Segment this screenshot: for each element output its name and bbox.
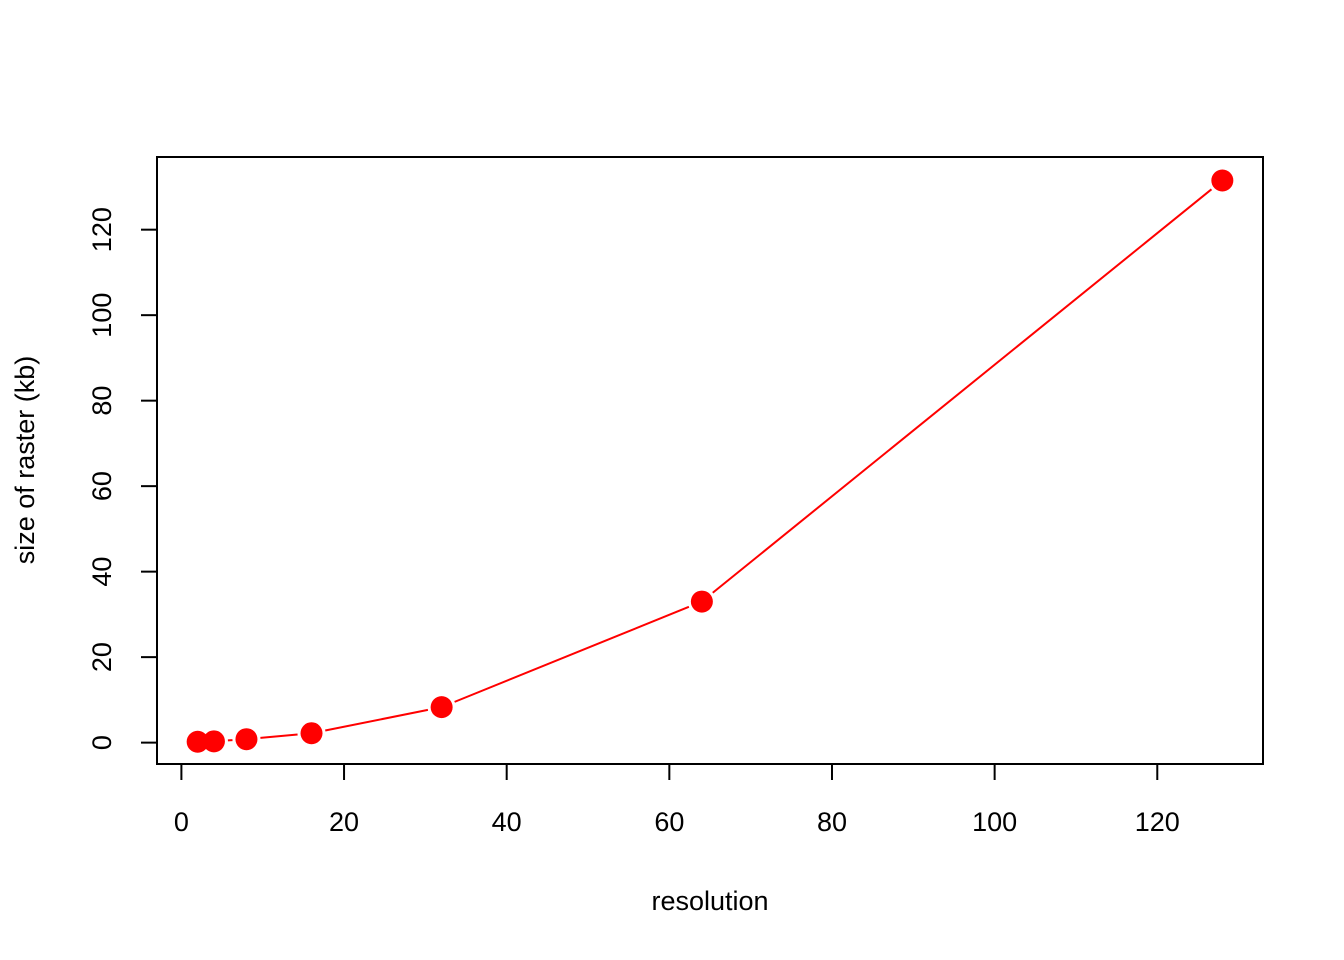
y-axis: 0 20 40 60 80 100 120 <box>87 207 158 750</box>
y-tick-label: 100 <box>87 293 117 338</box>
data-point <box>186 730 209 753</box>
data-point <box>300 722 323 745</box>
data-point <box>235 728 258 751</box>
x-tick-label: 80 <box>817 807 847 837</box>
y-tick-label: 120 <box>87 207 117 252</box>
series-layer <box>186 169 1234 753</box>
series-line-segment <box>325 708 429 732</box>
x-tick-label: 40 <box>492 807 522 837</box>
x-tick-label: 120 <box>1135 807 1180 837</box>
x-tick-label: 0 <box>174 807 189 837</box>
x-tick-label: 60 <box>654 807 684 837</box>
x-axis-title: resolution <box>651 886 768 916</box>
y-tick-label: 40 <box>87 557 117 587</box>
data-point <box>1211 169 1234 192</box>
x-tick-label: 20 <box>329 807 359 837</box>
data-point <box>430 696 453 719</box>
y-tick-label: 60 <box>87 471 117 501</box>
data-point <box>690 590 713 613</box>
x-axis: 0 20 40 60 80 100 120 <box>174 763 1180 837</box>
series-line-segment <box>454 605 690 703</box>
x-tick-label: 100 <box>972 807 1017 837</box>
plot-frame <box>156 156 1264 765</box>
series-line-segment <box>712 188 1213 594</box>
series-line-segment <box>260 733 298 739</box>
y-tick-label: 80 <box>87 386 117 416</box>
y-tick-label: 20 <box>87 642 117 672</box>
y-tick-label: 0 <box>87 735 117 750</box>
data-point <box>202 730 225 753</box>
y-axis-title: size of raster (kb) <box>10 356 40 565</box>
